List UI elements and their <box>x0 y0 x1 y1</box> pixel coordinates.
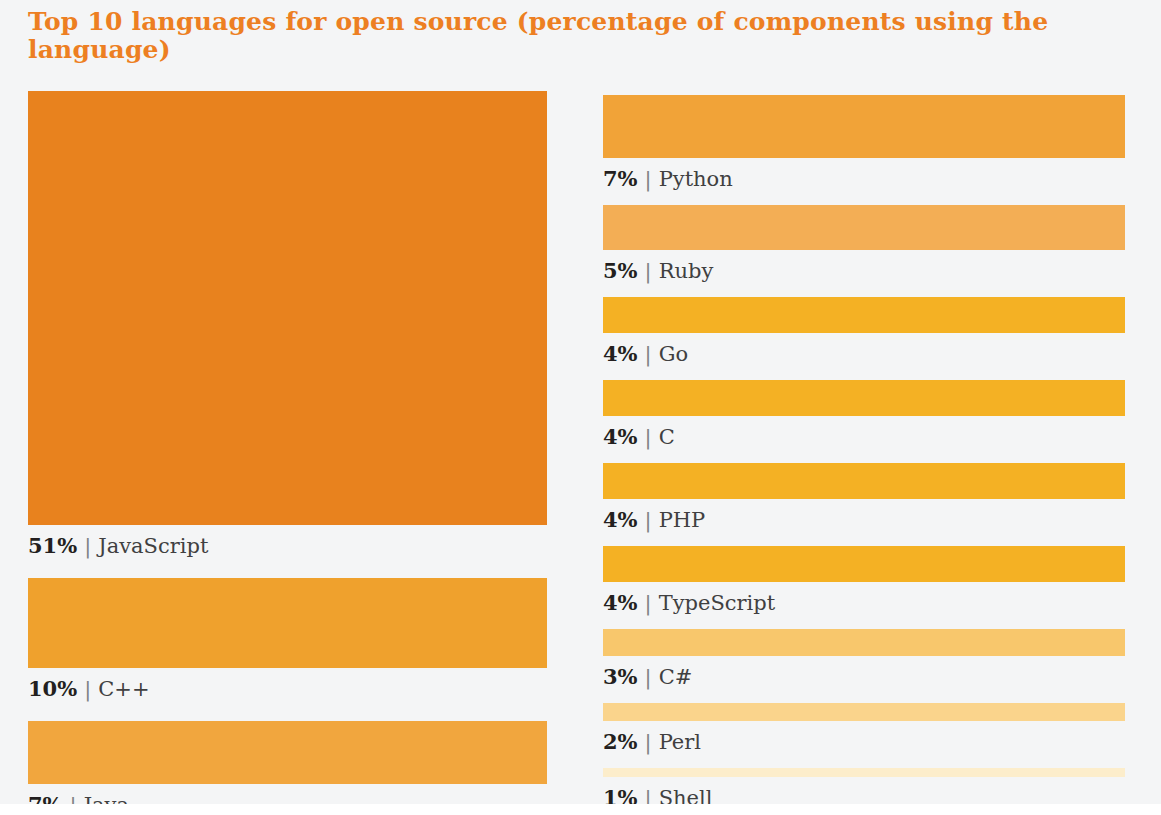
chart-item-java: 7% | Java <box>28 721 547 804</box>
bar-label-cpp: 10% | C++ <box>28 676 547 702</box>
label-separator: | <box>645 167 652 191</box>
chart-item-c: 4% | C <box>603 380 1125 450</box>
bar-label-python: 7% | Python <box>603 166 1125 192</box>
chart-item-typescript: 4% | TypeScript <box>603 546 1125 616</box>
chart-item-cpp: 10% | C++ <box>28 578 547 702</box>
bar-value: 4% <box>603 424 638 449</box>
bar-language: Ruby <box>659 259 714 283</box>
chart-item-python: 7% | Python <box>603 95 1125 192</box>
chart-item-perl: 2% | Perl <box>603 703 1125 755</box>
bar-label-php: 4% | PHP <box>603 507 1125 533</box>
bar-language: Java <box>84 793 129 804</box>
bar-go <box>603 297 1125 333</box>
bar-language: Perl <box>659 730 701 754</box>
bar-value: 3% <box>603 664 638 689</box>
label-separator: | <box>645 508 652 532</box>
bar-python <box>603 95 1125 158</box>
bar-typescript <box>603 546 1125 582</box>
bar-perl <box>603 703 1125 721</box>
bar-label-csharp: 3% | C# <box>603 664 1125 690</box>
bar-c <box>603 380 1125 416</box>
chart-item-csharp: 3% | C# <box>603 629 1125 690</box>
bar-value: 7% <box>603 166 638 191</box>
bar-javascript <box>28 91 547 525</box>
label-separator: | <box>645 786 652 804</box>
chart-item-ruby: 5% | Ruby <box>603 205 1125 284</box>
label-separator: | <box>645 342 652 366</box>
bar-language: C++ <box>98 677 149 701</box>
bar-language: Python <box>659 167 733 191</box>
bar-value: 10% <box>28 676 77 701</box>
bar-php <box>603 463 1125 499</box>
label-separator: | <box>645 259 652 283</box>
bar-language: Shell <box>659 786 713 804</box>
bar-label-java: 7% | Java <box>28 792 547 804</box>
chart-item-php: 4% | PHP <box>603 463 1125 533</box>
bar-label-perl: 2% | Perl <box>603 729 1125 755</box>
bar-java <box>28 721 547 784</box>
bar-label-shell: 1% | Shell <box>603 785 1125 804</box>
bar-value: 4% <box>603 507 638 532</box>
bar-ruby <box>603 205 1125 250</box>
label-separator: | <box>645 425 652 449</box>
chart-item-javascript: 51% | JavaScript <box>28 91 547 559</box>
chart-canvas: Top 10 languages for open source (percen… <box>0 0 1161 804</box>
label-separator: | <box>84 677 91 701</box>
chart-column-left: 51% | JavaScript 10% | C++ 7% | Java <box>28 91 547 804</box>
chart-item-go: 4% | Go <box>603 297 1125 367</box>
label-separator: | <box>84 534 91 558</box>
bar-value: 1% <box>603 785 638 804</box>
bar-language: Go <box>659 342 688 366</box>
bar-value: 5% <box>603 258 638 283</box>
bar-value: 2% <box>603 729 638 754</box>
bar-language: C <box>659 425 675 449</box>
bar-value: 51% <box>28 533 77 558</box>
bar-csharp <box>603 629 1125 656</box>
chart-column-right: 7% | Python 5% | Ruby 4% | Go 4% | C 4% | PHP 4% | TypeSc… <box>603 95 1125 804</box>
label-separator: | <box>70 793 77 804</box>
label-separator: | <box>645 665 652 689</box>
label-separator: | <box>645 591 652 615</box>
bar-value: 7% <box>28 792 63 804</box>
bar-label-javascript: 51% | JavaScript <box>28 533 547 559</box>
bar-shell <box>603 768 1125 777</box>
label-separator: | <box>645 730 652 754</box>
bar-language: TypeScript <box>659 591 776 615</box>
bar-label-ruby: 5% | Ruby <box>603 258 1125 284</box>
bar-value: 4% <box>603 590 638 615</box>
bar-label-c: 4% | C <box>603 424 1125 450</box>
page-bottom-strip <box>0 804 1161 815</box>
bar-label-typescript: 4% | TypeScript <box>603 590 1125 616</box>
bar-value: 4% <box>603 341 638 366</box>
bar-label-go: 4% | Go <box>603 341 1125 367</box>
bar-language: JavaScript <box>98 534 208 558</box>
bar-language: PHP <box>659 508 706 532</box>
chart-item-shell: 1% | Shell <box>603 768 1125 804</box>
chart-title: Top 10 languages for open source (percen… <box>28 0 1125 64</box>
bar-cpp <box>28 578 547 668</box>
chart-columns: 51% | JavaScript 10% | C++ 7% | Java 7% | Python 5%… <box>28 91 1125 804</box>
bar-language: C# <box>659 665 693 689</box>
